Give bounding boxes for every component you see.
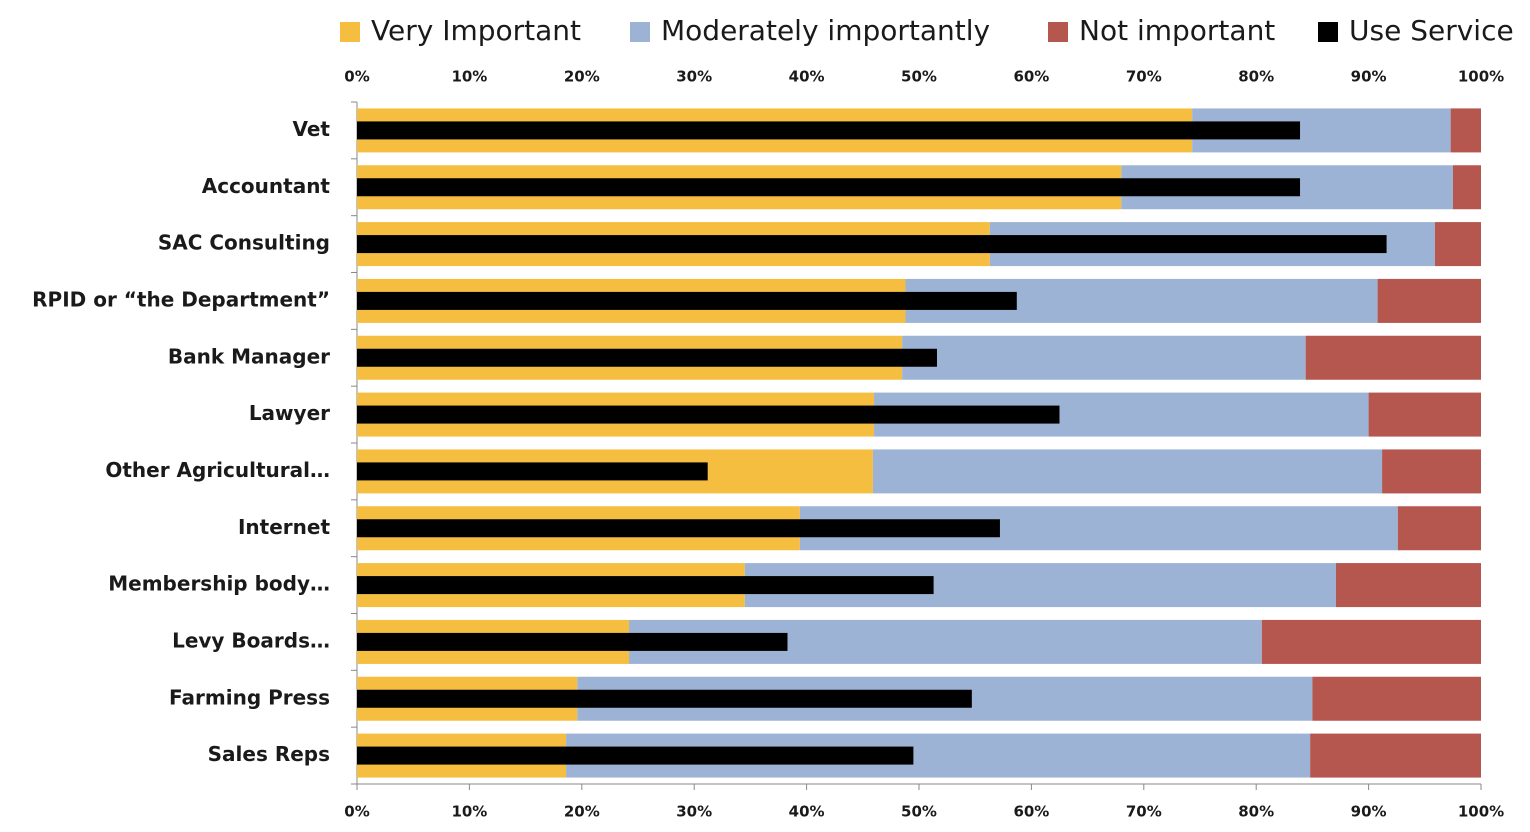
y-tick-label: Other Agricultural… <box>105 458 330 482</box>
y-tick-label: Sales Reps <box>208 742 330 766</box>
legend-swatch <box>1318 22 1338 42</box>
x-tick-label: 50% <box>901 803 937 821</box>
legend-label: Very Important <box>371 14 581 47</box>
bar <box>357 121 1301 140</box>
x-tick-label: 0% <box>344 68 369 86</box>
legend-label: Use Service <box>1349 14 1514 47</box>
legend-swatch <box>630 22 650 42</box>
x-tick-label: 10% <box>451 68 487 86</box>
y-tick-label: SAC Consulting <box>158 231 330 255</box>
x-tick-label: 100% <box>1458 68 1504 86</box>
bar <box>1312 676 1481 721</box>
x-tick-label: 50% <box>901 68 937 86</box>
x-tick-label: 80% <box>1238 803 1274 821</box>
bar <box>357 235 1387 254</box>
bar <box>1452 165 1481 210</box>
bar <box>872 449 1383 494</box>
x-tick-label: 10% <box>451 803 487 821</box>
bar <box>357 576 934 595</box>
bar <box>357 178 1301 197</box>
x-tick-label: 40% <box>789 68 825 86</box>
legend-label: Not important <box>1079 14 1275 47</box>
x-tick-label: 0% <box>344 803 369 821</box>
bar <box>1377 278 1481 323</box>
x-tick-label: 40% <box>789 803 825 821</box>
y-tick-label: Levy Boards… <box>172 628 330 652</box>
x-tick-label: 30% <box>676 803 712 821</box>
legend-swatch <box>340 22 360 42</box>
bar <box>1368 392 1481 437</box>
bar <box>357 405 1060 424</box>
bar <box>357 348 937 367</box>
bar <box>357 689 972 708</box>
bar <box>1382 449 1481 494</box>
bar <box>1450 108 1481 153</box>
x-tick-label: 90% <box>1351 803 1387 821</box>
y-tick-label: Membership body… <box>108 572 330 596</box>
x-tick-label: 90% <box>1351 68 1387 86</box>
y-tick-label: RPID or “the Department” <box>32 287 330 311</box>
bar <box>1336 563 1481 608</box>
bar <box>357 746 914 765</box>
y-tick-label: Farming Press <box>169 685 330 709</box>
bar <box>902 335 1306 380</box>
x-tick-label: 100% <box>1458 803 1504 821</box>
bar <box>357 291 1017 310</box>
x-tick-label: 80% <box>1238 68 1274 86</box>
bar <box>357 632 788 651</box>
x-tick-label: 20% <box>564 803 600 821</box>
legend-label: Moderately importantly <box>661 14 990 47</box>
y-tick-label: Internet <box>238 515 330 539</box>
bar <box>357 462 708 481</box>
x-tick-label: 60% <box>1013 803 1049 821</box>
x-tick-label: 70% <box>1126 68 1162 86</box>
bar <box>1310 733 1481 778</box>
x-tick-label: 20% <box>564 68 600 86</box>
bar <box>1397 506 1481 551</box>
bar <box>1434 222 1481 267</box>
y-tick-label: Vet <box>292 117 330 141</box>
y-tick-label: Accountant <box>202 174 331 198</box>
x-tick-label: 30% <box>676 68 712 86</box>
y-tick-label: Bank Manager <box>168 344 330 368</box>
x-tick-label: 60% <box>1013 68 1049 86</box>
bar <box>357 519 1000 538</box>
x-tick-label: 70% <box>1126 803 1162 821</box>
bar <box>1305 335 1481 380</box>
y-tick-label: Lawyer <box>249 401 330 425</box>
bar <box>1261 619 1481 664</box>
legend-swatch <box>1048 22 1068 42</box>
